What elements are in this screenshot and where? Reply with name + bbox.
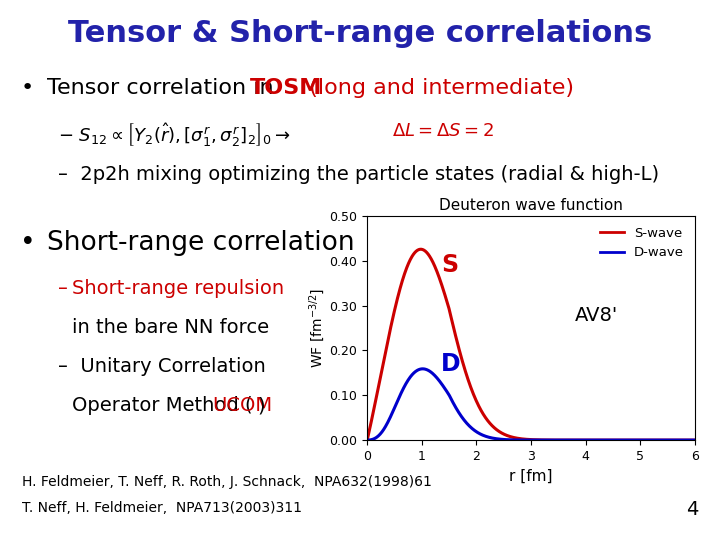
Text: Short-range correlation: Short-range correlation <box>47 230 354 255</box>
Text: T. Neff, H. Feldmeier,  NPA713(2003)311: T. Neff, H. Feldmeier, NPA713(2003)311 <box>22 501 302 515</box>
Text: Short-range repulsion: Short-range repulsion <box>72 279 284 298</box>
Text: H. Feldmeier, T. Neff, R. Roth, J. Schnack,  NPA632(1998)61: H. Feldmeier, T. Neff, R. Roth, J. Schna… <box>22 475 431 489</box>
Text: 4: 4 <box>686 501 698 519</box>
Text: Tensor correlation in: Tensor correlation in <box>47 78 281 98</box>
Title: Deuteron wave function: Deuteron wave function <box>439 198 623 213</box>
Text: S: S <box>441 253 458 277</box>
X-axis label: r [fm]: r [fm] <box>509 468 553 483</box>
Text: ): ) <box>258 396 266 415</box>
Text: •: • <box>20 230 36 255</box>
Text: Tensor & Short-range correlations: Tensor & Short-range correlations <box>68 19 652 48</box>
Text: AV8': AV8' <box>575 306 618 325</box>
Text: UCOM: UCOM <box>212 396 273 415</box>
Text: –: – <box>58 279 68 298</box>
Text: $-\ S_{12} \propto \left[Y_2(\hat{r}),[\sigma_1^r,\sigma_2^r]_2\right]_0 \righta: $-\ S_{12} \propto \left[Y_2(\hat{r}),[\… <box>58 122 290 148</box>
Text: –  Unitary Correlation: – Unitary Correlation <box>58 357 266 376</box>
Text: TOSM: TOSM <box>250 78 323 98</box>
Text: Operator Method (: Operator Method ( <box>72 396 253 415</box>
Text: (long and intermediate): (long and intermediate) <box>295 78 575 98</box>
Text: –  2p2h mixing optimizing the particle states (radial & high-L): – 2p2h mixing optimizing the particle st… <box>58 165 659 184</box>
Text: $\Delta L = \Delta S = 2$: $\Delta L = \Delta S = 2$ <box>392 122 495 139</box>
Text: D: D <box>441 352 461 376</box>
Text: •: • <box>20 78 33 98</box>
Legend: S-wave, D-wave: S-wave, D-wave <box>596 222 688 263</box>
Text: in the bare NN force: in the bare NN force <box>72 318 269 337</box>
Y-axis label: WF [fm$^{-3/2}$]: WF [fm$^{-3/2}$] <box>307 288 327 368</box>
